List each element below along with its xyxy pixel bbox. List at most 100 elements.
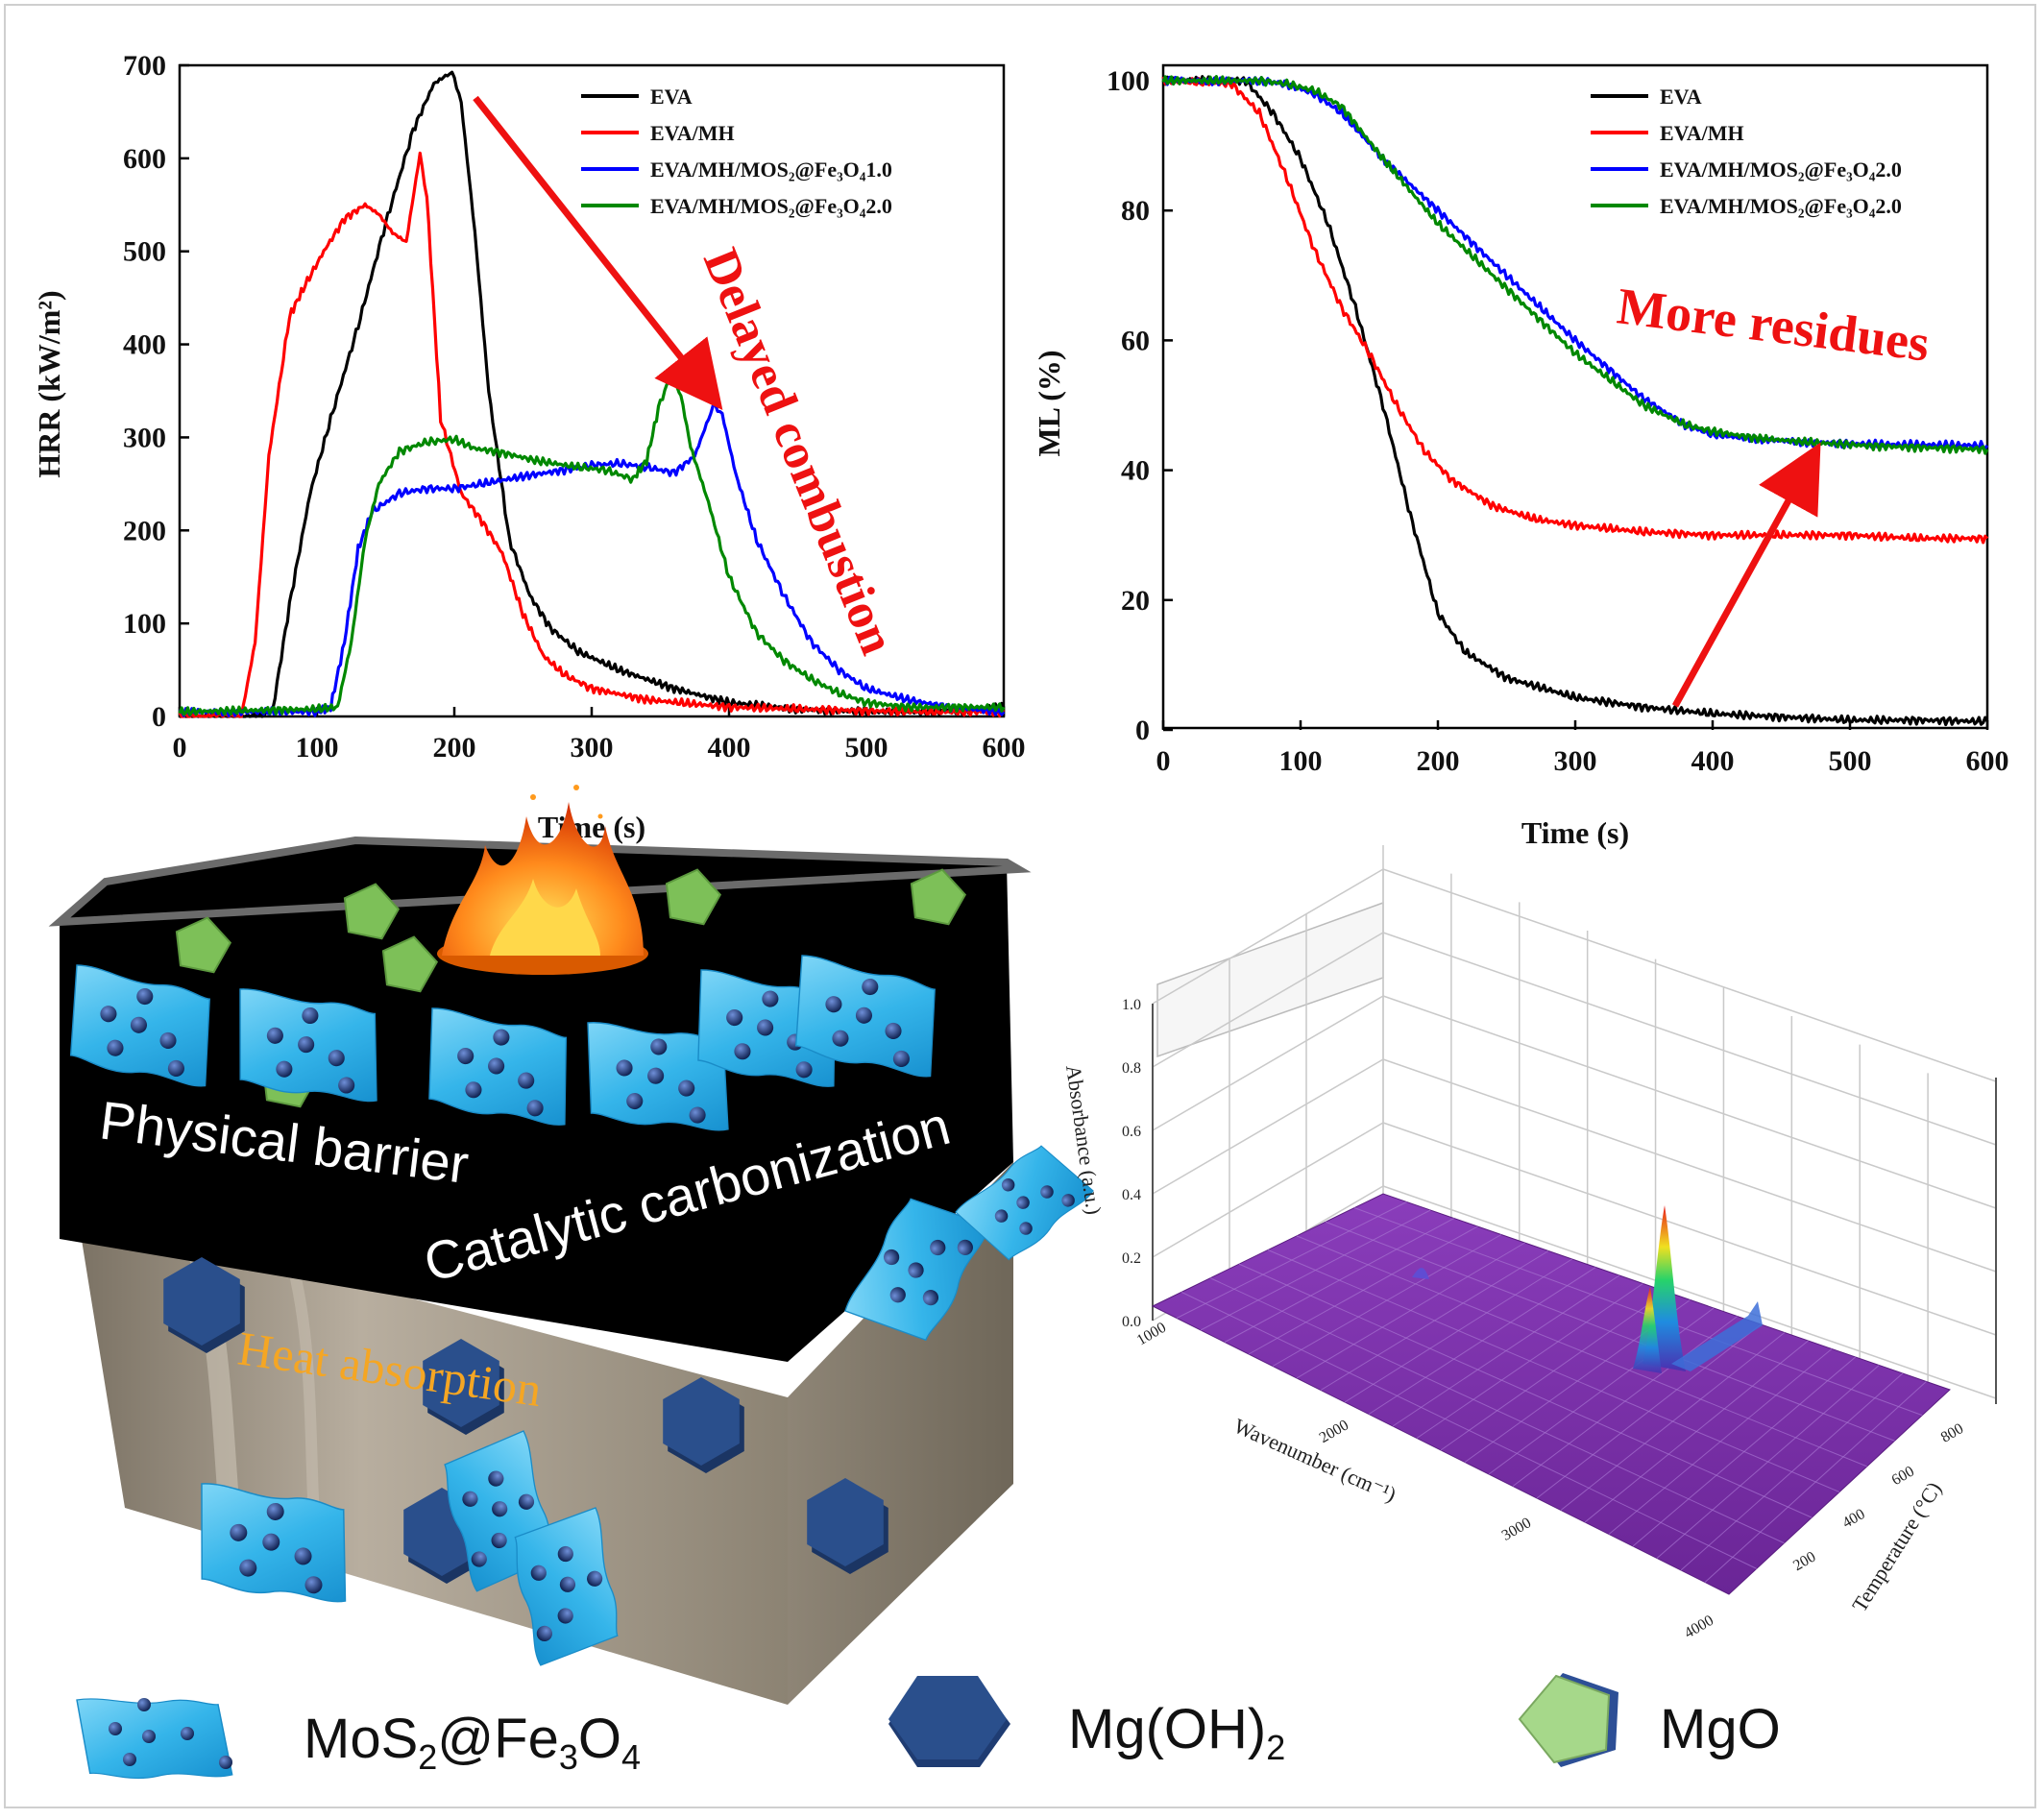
ftir-ridge bbox=[1671, 1301, 1763, 1371]
grid-line bbox=[1382, 995, 1997, 1209]
sheet-dot bbox=[795, 1061, 813, 1079]
y-tick-label: 800 bbox=[1938, 1420, 1966, 1446]
mos2-sheets-top bbox=[56, 954, 951, 1134]
sheet-dot bbox=[889, 1287, 906, 1303]
sheet-dot bbox=[518, 1072, 535, 1089]
sheet-dot bbox=[266, 1502, 284, 1520]
legend-entry: EVA/MH/MOS₂@Fe₃O₄2.0 bbox=[1660, 194, 1902, 218]
sheet-dot bbox=[1001, 1178, 1015, 1192]
sheet-dot bbox=[100, 1006, 117, 1023]
mos2-sheet bbox=[435, 1430, 563, 1593]
series-line bbox=[180, 70, 1006, 718]
z-tick-label: 0.2 bbox=[1122, 1250, 1141, 1267]
sheet-dot bbox=[462, 1491, 478, 1507]
sheet-dot bbox=[137, 1698, 151, 1711]
sheet-dot bbox=[994, 1209, 1009, 1223]
mgo-pentagon bbox=[665, 868, 722, 926]
sheet-dot bbox=[304, 1576, 323, 1594]
mgo-pentagon bbox=[910, 868, 967, 926]
sheet-dot bbox=[1016, 1196, 1030, 1209]
mos2-sheet bbox=[186, 1481, 360, 1607]
grid-line bbox=[1152, 995, 1384, 1131]
y-tick-label: 600 bbox=[1889, 1463, 1917, 1489]
sheet-dot bbox=[130, 1016, 148, 1033]
x-tick-label: 4000 bbox=[1682, 1613, 1716, 1642]
hrr-ticks: 0 100 200 300 400 500 600 0 100 200 300 400 500 600 70… bbox=[123, 50, 1026, 764]
sheet-dot bbox=[530, 1564, 547, 1581]
ftir-surface-grid bbox=[1176, 1201, 1927, 1583]
y-tick-label: 400 bbox=[1839, 1506, 1867, 1532]
sheet-dot bbox=[689, 1106, 706, 1124]
mgoh2-hexagon bbox=[663, 1377, 740, 1466]
sheet-dot bbox=[678, 1079, 695, 1097]
hrr-y-axis-label: HRR (kW/m²) bbox=[32, 290, 66, 477]
x-tick-label: 400 bbox=[708, 732, 751, 764]
x-tick-label: 200 bbox=[433, 732, 476, 764]
sheet-dot bbox=[276, 1060, 293, 1078]
legend-entry: EVA bbox=[650, 85, 693, 109]
z-tick-label: 0.8 bbox=[1122, 1060, 1141, 1077]
x-tick-label: 300 bbox=[571, 732, 614, 764]
hrr-series-lines bbox=[178, 70, 1006, 718]
y-tick-label: 300 bbox=[123, 422, 166, 453]
x-tick-label: 600 bbox=[983, 732, 1026, 764]
mgo-particles bbox=[175, 868, 967, 1108]
grid-line bbox=[1152, 1122, 1384, 1258]
sheet-dot bbox=[471, 1551, 487, 1567]
schematic-legend: MoS2@Fe3O4 Mg(OH)2 MgO bbox=[76, 1673, 1781, 1780]
sheet-dot bbox=[239, 1559, 257, 1577]
grid-line bbox=[1152, 1058, 1384, 1195]
series-line bbox=[178, 151, 1006, 718]
sheet-dot bbox=[181, 1727, 194, 1740]
ftir-grid bbox=[1152, 845, 1997, 1404]
legend-entry: EVA/MH/MOS₂@Fe₃O₄1.0 bbox=[650, 158, 892, 182]
surface-grid-line bbox=[1267, 1249, 1840, 1492]
sheet-dot bbox=[457, 1047, 474, 1065]
mos2-sheet bbox=[781, 954, 951, 1081]
z-tick-label: 0.0 bbox=[1122, 1314, 1141, 1330]
grid-line bbox=[1382, 1058, 1997, 1273]
sheet-dot bbox=[825, 996, 842, 1013]
ml-series-lines bbox=[1161, 75, 1989, 727]
mos2-sheet bbox=[506, 1507, 627, 1667]
legend-entry: EVA/MH bbox=[1660, 121, 1744, 145]
mos2-sheet bbox=[843, 1183, 993, 1354]
x-tick-label: 2000 bbox=[1317, 1417, 1351, 1446]
sheet-dot bbox=[832, 1030, 849, 1047]
grid-line bbox=[1382, 868, 1997, 1082]
hrr-y-label-main: HRR (kW/m²) bbox=[32, 290, 66, 477]
surface-grid-line bbox=[1353, 1207, 1923, 1417]
sheet-dot bbox=[757, 1019, 774, 1036]
ftir-x-axis-label: Wavenumber (cm⁻¹) bbox=[1230, 1414, 1399, 1507]
x-tick-label: 3000 bbox=[1499, 1515, 1534, 1544]
hrr-plot-frame bbox=[178, 63, 1006, 718]
sheet-dot bbox=[884, 1249, 900, 1266]
grid-line bbox=[1382, 1122, 1997, 1336]
ftir-absorbance-peak bbox=[1412, 1205, 1763, 1373]
sheet-dot bbox=[338, 1077, 355, 1094]
y-tick-label: 0 bbox=[152, 701, 166, 733]
sheet-dot bbox=[892, 1050, 910, 1068]
sheet-dot bbox=[492, 1501, 508, 1517]
legend-entry: EVA/MH/MOS₂@Fe₃O₄2.0 bbox=[1660, 158, 1902, 182]
ftir-3d-chart: 0.00.20.40.60.81.01000200030004000200400… bbox=[1061, 845, 1997, 1642]
ftir-small-peak bbox=[1412, 1268, 1429, 1279]
y-tick-label: 20 bbox=[1121, 585, 1150, 617]
grid-line bbox=[1152, 868, 1384, 1005]
hrr-legend: EVA EVA/MH EVA/MH/MOS₂@Fe₃O₄1.0 EVA/MH/MOS₂… bbox=[581, 85, 892, 218]
sheet-dot bbox=[922, 1290, 939, 1306]
legend-entry: EVA/MH bbox=[650, 121, 735, 145]
grid-line bbox=[1152, 932, 1384, 1068]
sheet-dot bbox=[587, 1570, 603, 1587]
legend-mgoh2-label: Mg(OH)2 bbox=[1068, 1698, 1285, 1767]
surface-grid-line bbox=[1180, 1291, 1757, 1569]
legend-mos2-item: MoS2@Fe3O4 bbox=[76, 1698, 641, 1780]
ftir-y-axis-label: Temperature (°C) bbox=[1847, 1477, 1946, 1615]
surface-grid-line bbox=[1209, 1277, 1785, 1544]
sheet-dot bbox=[626, 1092, 644, 1110]
sheet-dot bbox=[159, 1031, 177, 1050]
sheet-dot bbox=[518, 1493, 535, 1510]
sheet-dot bbox=[557, 1608, 573, 1624]
x-tick-label: 400 bbox=[1691, 745, 1735, 777]
sheet-dot bbox=[762, 990, 779, 1007]
